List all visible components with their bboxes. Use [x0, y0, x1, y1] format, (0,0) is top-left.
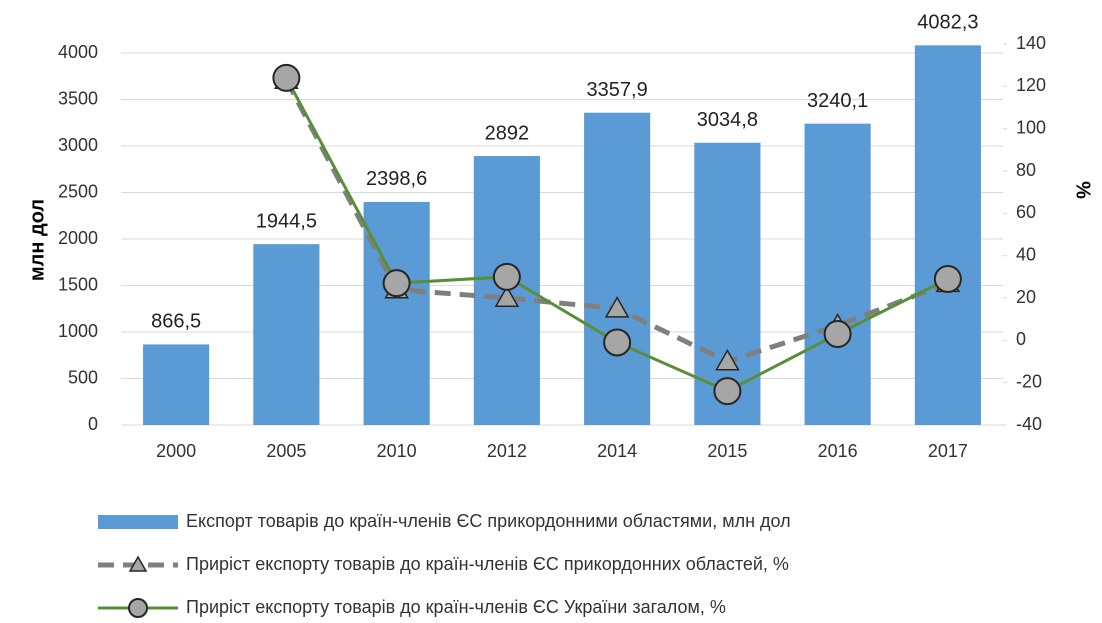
- value-label: 2892: [485, 122, 530, 144]
- y2-tick-label: 20: [1016, 287, 1036, 307]
- x-tick-label: 2017: [928, 441, 968, 461]
- y-tick-label: 2500: [58, 181, 98, 201]
- triangle-marker: [604, 296, 630, 318]
- bar: [804, 123, 871, 425]
- circle-marker: [823, 319, 852, 348]
- legend-swatch: [98, 515, 178, 529]
- value-label: 3240,1: [807, 90, 868, 112]
- y2-tick-label: -20: [1016, 371, 1042, 391]
- y-tick-label: 1500: [58, 274, 98, 294]
- value-label: 1944,5: [256, 210, 317, 232]
- x-tick-label: 2012: [487, 441, 527, 461]
- legend-marker: [128, 598, 148, 618]
- x-tick-label: 2005: [266, 441, 306, 461]
- x-tick-label: 2016: [818, 441, 858, 461]
- value-label: 866,5: [151, 311, 201, 333]
- bar: [363, 201, 430, 425]
- y-tick-label: 500: [68, 367, 98, 387]
- x-tick-label: 2010: [377, 441, 417, 461]
- bar: [253, 244, 320, 425]
- circle-marker: [603, 328, 632, 357]
- y-tick-label: 0: [88, 414, 98, 434]
- circle-marker: [713, 377, 742, 406]
- x-tick-label: 2014: [597, 441, 637, 461]
- legend-label: Приріст експорту товарів до країн-членів…: [186, 554, 789, 574]
- y-tick-label: 4000: [58, 42, 98, 62]
- y2-tick-label: -40: [1016, 414, 1042, 434]
- bar: [143, 344, 210, 425]
- y-axis-title: млн дол: [26, 199, 48, 281]
- circle-marker: [272, 63, 301, 92]
- value-label: 3357,9: [587, 79, 648, 101]
- y2-tick-label: 120: [1016, 75, 1046, 95]
- y2-tick-label: 80: [1016, 160, 1036, 180]
- y-tick-label: 1000: [58, 321, 98, 341]
- y2-tick-label: 100: [1016, 117, 1046, 137]
- y2-tick-label: 0: [1016, 329, 1026, 349]
- circle-marker: [382, 269, 411, 298]
- circle-marker: [492, 262, 521, 291]
- x-tick-label: 2015: [707, 441, 747, 461]
- value-label: 2398,6: [366, 168, 427, 190]
- circle-marker: [933, 264, 962, 293]
- triangle-marker: [494, 285, 520, 307]
- value-label: 3034,8: [697, 109, 758, 131]
- y2-tick-label: 60: [1016, 202, 1036, 222]
- y-tick-label: 2000: [58, 228, 98, 248]
- y2-tick-label: 140: [1016, 33, 1046, 53]
- y-tick-label: 3500: [58, 88, 98, 108]
- x-tick-label: 2000: [156, 441, 196, 461]
- y2-axis-title: %: [1072, 181, 1094, 199]
- y-tick-label: 3000: [58, 135, 98, 155]
- legend-label: Приріст експорту товарів до країн-членів…: [186, 597, 726, 617]
- y2-tick-label: 40: [1016, 244, 1036, 264]
- triangle-marker: [715, 348, 740, 371]
- value-label: 4082,3: [917, 12, 978, 34]
- legend-label: Експорт товарів до країн-членів ЄС прико…: [186, 511, 791, 531]
- bar: [584, 112, 651, 425]
- legend-marker: [128, 555, 148, 572]
- bar: [914, 45, 981, 425]
